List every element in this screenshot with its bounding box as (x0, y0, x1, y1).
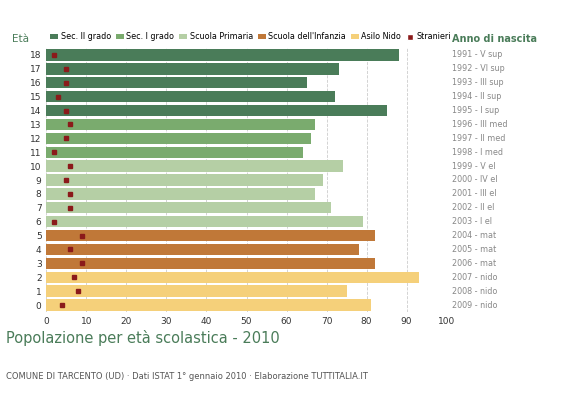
Text: 1998 - I med: 1998 - I med (452, 148, 503, 157)
Bar (46, 119, 314, 130)
Bar (46, 63, 339, 74)
Text: 1991 - V sup: 1991 - V sup (452, 50, 503, 60)
Bar (46, 77, 306, 88)
Bar (46, 258, 375, 269)
Text: 2005 - mat: 2005 - mat (452, 245, 496, 254)
Text: 1997 - II med: 1997 - II med (452, 134, 506, 143)
Text: COMUNE DI TARCENTO (UD) · Dati ISTAT 1° gennaio 2010 · Elaborazione TUTTITALIA.I: COMUNE DI TARCENTO (UD) · Dati ISTAT 1° … (6, 372, 368, 381)
Bar (46, 174, 322, 186)
Bar (46, 49, 398, 61)
Text: 2002 - II el: 2002 - II el (452, 203, 495, 212)
Text: Anno di nascita: Anno di nascita (452, 34, 538, 44)
Bar (46, 286, 346, 297)
Text: 2001 - III el: 2001 - III el (452, 189, 497, 198)
Legend: Sec. II grado, Sec. I grado, Scuola Primaria, Scuola dell'Infanzia, Asilo Nido, : Sec. II grado, Sec. I grado, Scuola Prim… (50, 32, 451, 41)
Bar (46, 216, 362, 227)
Bar (46, 146, 303, 158)
Text: 2004 - mat: 2004 - mat (452, 231, 496, 240)
Bar (46, 188, 314, 200)
Bar (46, 202, 331, 214)
Bar (46, 133, 310, 144)
Text: Popolazione per età scolastica - 2010: Popolazione per età scolastica - 2010 (6, 330, 280, 346)
Text: 2000 - IV el: 2000 - IV el (452, 176, 498, 184)
Text: 1994 - II sup: 1994 - II sup (452, 92, 502, 101)
Bar (46, 230, 375, 241)
Bar (46, 244, 358, 255)
Bar (46, 105, 386, 116)
Text: Età: Età (12, 34, 28, 44)
Text: 1995 - I sup: 1995 - I sup (452, 106, 499, 115)
Text: 2003 - I el: 2003 - I el (452, 217, 492, 226)
Text: 2008 - nido: 2008 - nido (452, 287, 498, 296)
Text: 1993 - III sup: 1993 - III sup (452, 78, 504, 87)
Text: 2007 - nido: 2007 - nido (452, 273, 498, 282)
Bar (46, 160, 343, 172)
Text: 2006 - mat: 2006 - mat (452, 259, 496, 268)
Bar (46, 272, 419, 283)
Text: 2009 - nido: 2009 - nido (452, 300, 498, 310)
Text: 1996 - III med: 1996 - III med (452, 120, 508, 129)
Bar (46, 91, 335, 102)
Text: 1999 - V el: 1999 - V el (452, 162, 496, 171)
Text: 1992 - VI sup: 1992 - VI sup (452, 64, 505, 73)
Bar (46, 299, 371, 311)
